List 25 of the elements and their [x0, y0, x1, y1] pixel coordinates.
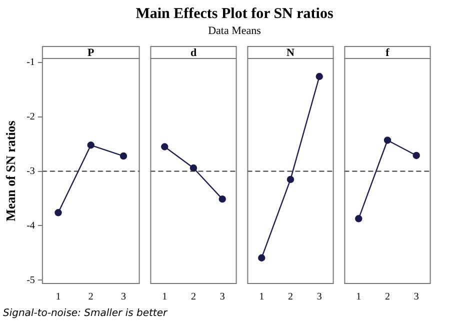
chart-title: P: [88, 46, 94, 59]
chart-title: d: [190, 46, 197, 59]
x-tick-label: 3: [220, 292, 225, 303]
x-tick-label: 2: [88, 292, 94, 303]
text: Signal-to-noise: Smaller is better: [3, 308, 168, 319]
x-tick-label: 1: [162, 292, 168, 303]
y-tick-label: -2: [26, 111, 35, 122]
x-tick-label: 2: [385, 292, 390, 303]
y-tick-label: -4: [26, 220, 35, 232]
chart-title: N: [286, 46, 295, 59]
x-tick-label: 2: [288, 292, 293, 303]
y-tick-label: -3: [26, 166, 35, 177]
y-tick-label: -5: [26, 274, 35, 286]
x-tick-label: 2: [191, 292, 196, 303]
y-tick-label: -1: [26, 56, 35, 68]
x-tick-label: 1: [259, 292, 264, 303]
text: Data Means: [207, 25, 262, 37]
x-tick-label: 1: [56, 292, 61, 303]
chart-title: f: [386, 46, 390, 59]
x-tick-label: 3: [316, 292, 322, 303]
text: Main Effects Plot for SN ratios: [134, 6, 334, 23]
x-tick-label: 3: [414, 292, 419, 303]
y-axis-title: Mean of SN ratios: [3, 120, 18, 222]
x-tick-label: 3: [120, 292, 126, 303]
x-tick-label: 1: [356, 292, 362, 303]
